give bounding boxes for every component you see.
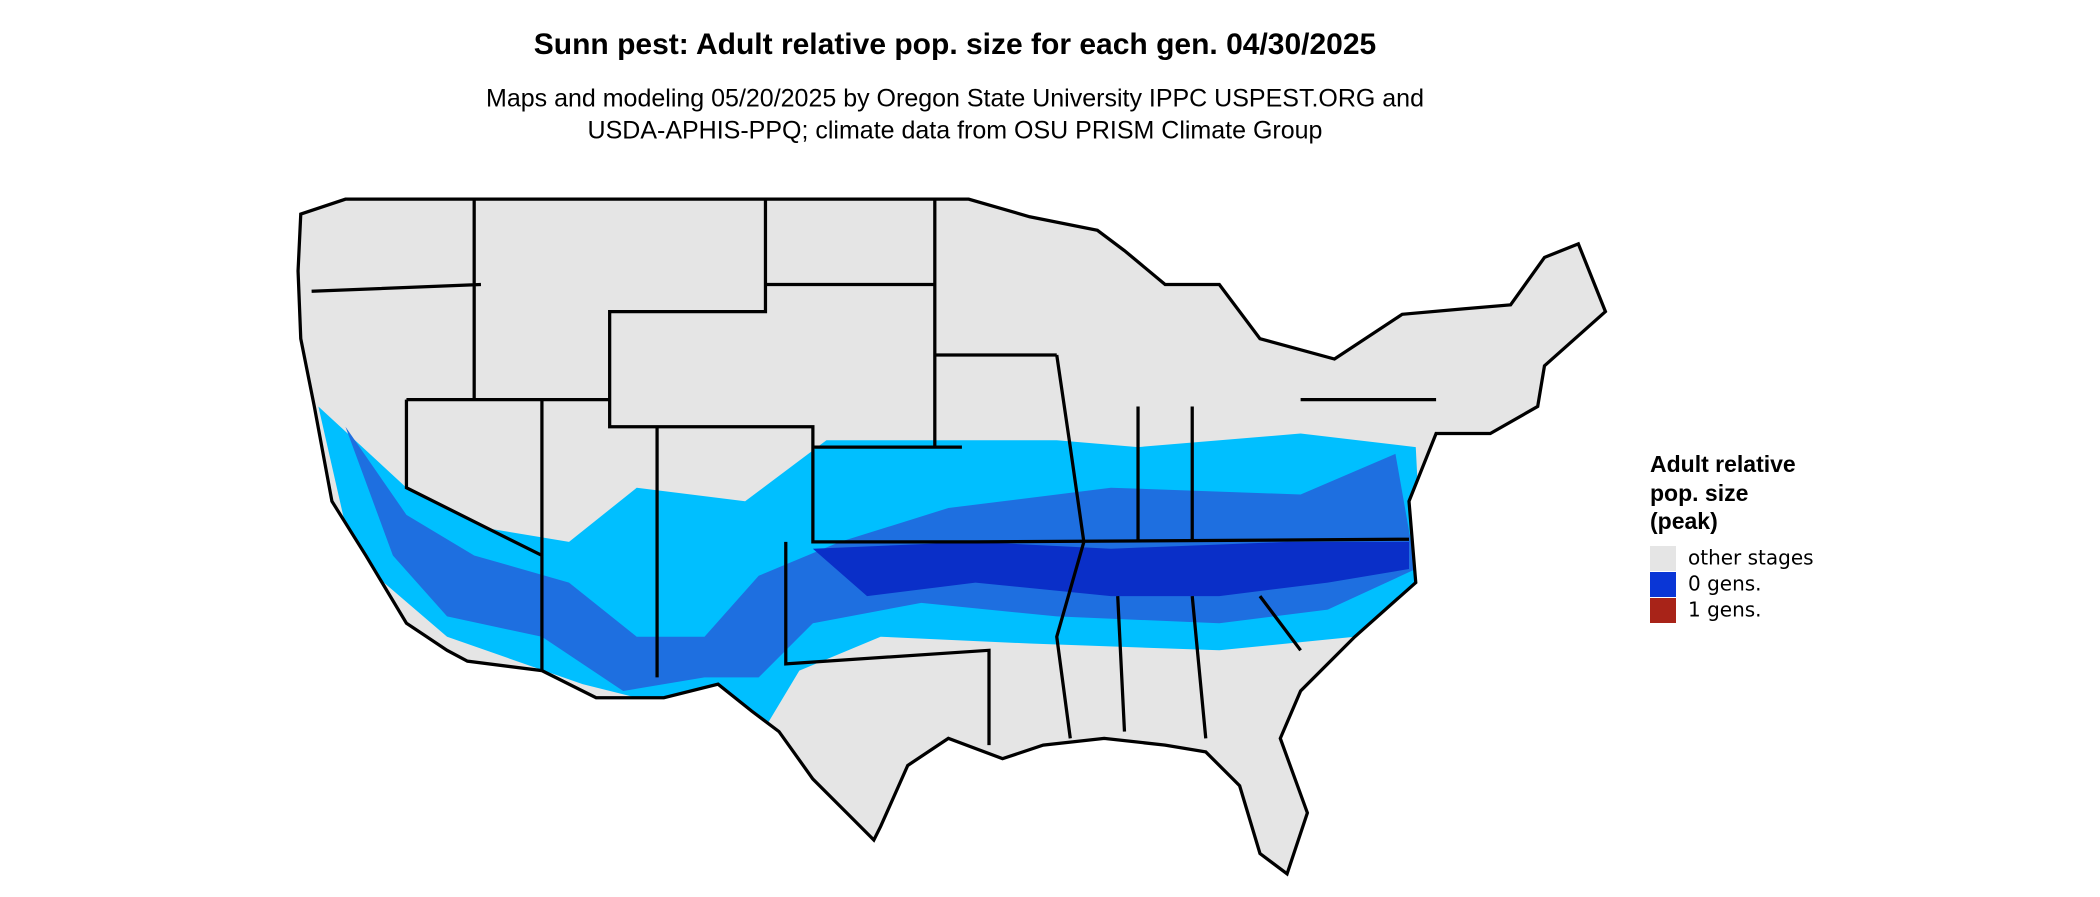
legend-swatch xyxy=(1650,572,1676,597)
subtitle: Maps and modeling 05/20/2025 by Oregon S… xyxy=(486,85,1424,113)
state-borders xyxy=(311,199,1437,746)
legend-swatch xyxy=(1650,598,1676,623)
legend-title: pop. size xyxy=(1650,480,1748,506)
legend-title: Adult relative xyxy=(1650,451,1796,477)
map-title: Sunn pest: Adult relative pop. size for … xyxy=(534,28,1376,61)
legend-label: 1 gens. xyxy=(1688,598,1762,622)
legend-label: 0 gens. xyxy=(1688,572,1762,596)
legend-label: other stages xyxy=(1688,546,1814,570)
map xyxy=(296,197,1608,877)
subtitle: USDA-APHIS-PPQ; climate data from OSU PR… xyxy=(588,117,1323,145)
region-dark xyxy=(812,541,1409,597)
legend-title: (peak) xyxy=(1650,508,1718,534)
legend-swatch xyxy=(1650,546,1676,571)
